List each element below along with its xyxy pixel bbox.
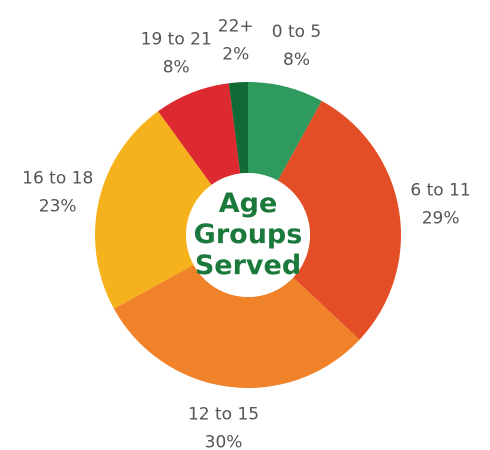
donut-slice: [113, 264, 360, 388]
chart-title: Age Groups Served: [194, 188, 303, 281]
slice-category-label: 12 to 15: [188, 404, 259, 424]
donut-slice: [277, 100, 402, 340]
slice-category-label: 0 to 5: [272, 22, 322, 42]
donut-hole: [186, 173, 310, 297]
slice-value-label: 8%: [163, 58, 190, 78]
donut-slice: [94, 111, 212, 309]
donut-slice: [228, 82, 248, 174]
title-line: Groups: [194, 219, 303, 250]
donut-slice: [248, 82, 322, 181]
slice-category-label: 22+: [218, 16, 254, 36]
slice-value-label: 23%: [39, 196, 77, 216]
slice-value-label: 8%: [283, 50, 310, 70]
title-line: Served: [195, 250, 301, 281]
slice-value-label: 2%: [222, 44, 249, 64]
title-line: Age: [219, 188, 278, 219]
slice-value-label: 30%: [205, 432, 243, 450]
slice-category-label: 16 to 18: [22, 168, 93, 188]
slice-category-label: 19 to 21: [141, 30, 212, 50]
slice-category-label: 6 to 11: [410, 180, 470, 200]
slice-value-label: 29%: [422, 208, 460, 228]
donut-slice: [158, 83, 241, 185]
